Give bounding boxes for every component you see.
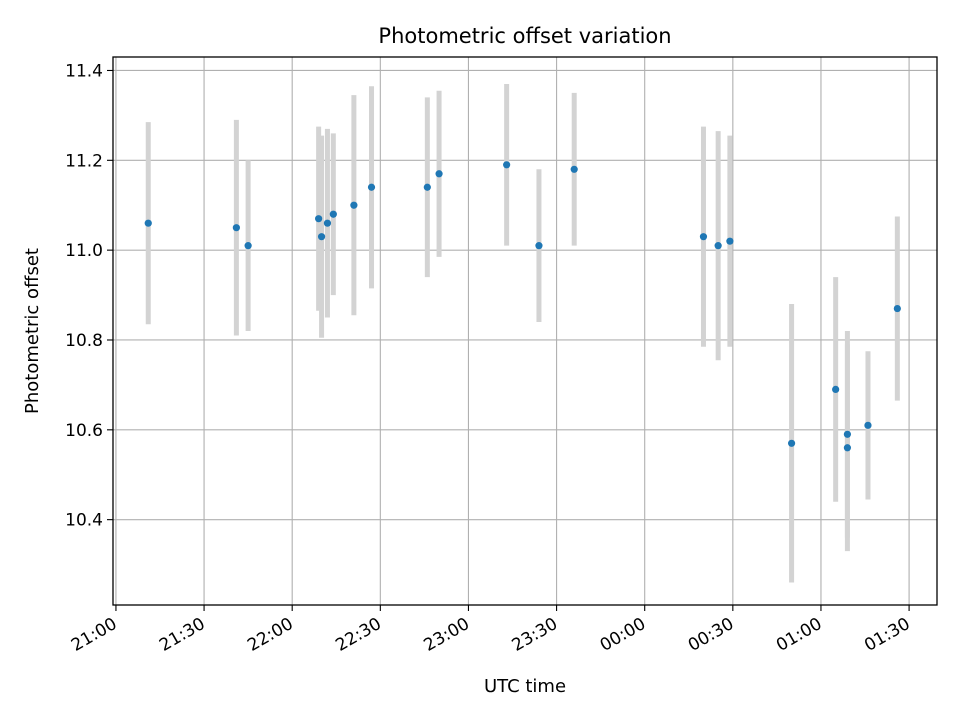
y-axis: 10.4 10.6 10.8 11.0 11.2 11.4 — [65, 61, 113, 531]
chart-title: Photometric offset variation — [378, 24, 671, 48]
data-point — [329, 210, 337, 218]
x-tick-label: 23:00 — [421, 614, 473, 656]
data-point — [893, 304, 901, 313]
data-point — [864, 421, 872, 429]
x-tick-label: 22:00 — [244, 614, 296, 656]
x-tick-label: 01:00 — [773, 614, 825, 656]
y-tick-label: 11.4 — [65, 61, 103, 81]
data-point — [350, 201, 358, 209]
y-tick-label: 10.8 — [65, 331, 103, 351]
data-point — [699, 233, 708, 241]
x-tick-label: 01:30 — [861, 614, 913, 656]
data-point — [570, 165, 578, 173]
data-point — [843, 430, 852, 438]
x-tick-label: 21:00 — [68, 614, 120, 656]
data-point — [714, 242, 722, 250]
grid — [113, 57, 937, 605]
x-tick-label: 00:30 — [685, 614, 737, 656]
x-axis-label: UTC time — [484, 676, 566, 697]
data-point — [423, 183, 431, 191]
x-tick-label: 23:30 — [509, 614, 561, 656]
data-point — [317, 233, 326, 241]
data-point — [244, 242, 252, 250]
error-bars — [145, 83, 900, 583]
x-tick-label: 21:30 — [156, 614, 208, 656]
data-point — [323, 219, 332, 227]
y-tick-label: 10.4 — [65, 511, 103, 531]
data-point — [832, 385, 840, 393]
data-point — [144, 219, 152, 227]
data-point — [503, 161, 511, 169]
x-tick-label: 22:30 — [332, 614, 384, 656]
data-point — [315, 215, 323, 223]
data-point — [535, 242, 543, 250]
y-tick-label: 10.6 — [65, 421, 103, 441]
data-point — [843, 444, 852, 452]
data-point — [726, 237, 734, 245]
x-tick-label: 00:00 — [597, 614, 649, 656]
data-points — [144, 161, 901, 452]
plot-frame — [112, 56, 938, 606]
data-point — [435, 170, 443, 178]
y-axis-label: Photometric offset — [22, 248, 43, 414]
data-point — [367, 183, 376, 191]
data-point — [232, 224, 240, 232]
x-axis: 21:00 21:30 22:00 22:30 23:00 23:30 00:00 00:30… — [68, 605, 914, 656]
data-point — [787, 439, 796, 447]
y-tick-label: 11.2 — [65, 151, 103, 171]
y-tick-label: 11.0 — [65, 241, 103, 261]
